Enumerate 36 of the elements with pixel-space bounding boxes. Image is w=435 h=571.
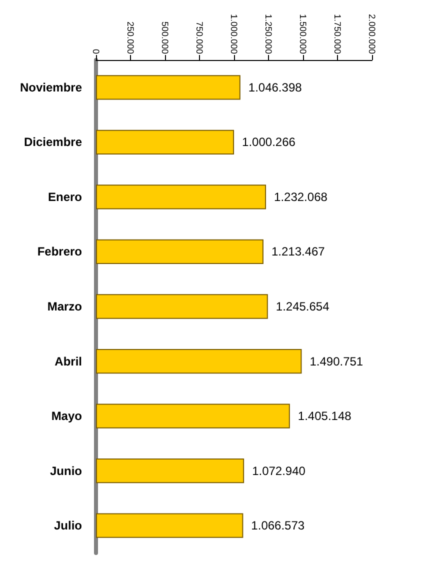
- data-label: 1.490.751: [310, 354, 364, 368]
- bar: [96, 513, 244, 538]
- bar: [96, 75, 240, 100]
- bar: [96, 348, 302, 374]
- bar: [96, 404, 290, 428]
- data-label: 1.000.266: [242, 135, 296, 150]
- data-label: 1.232.068: [274, 190, 328, 204]
- y-tick-label: Abril: [54, 354, 82, 368]
- y-tick-label: Febrero: [37, 244, 82, 259]
- x-tick-label: 0: [91, 48, 101, 54]
- bar: [96, 130, 234, 154]
- x-tick-label: 1.250.000: [264, 14, 274, 54]
- x-tick-label: 250.000: [126, 21, 136, 54]
- x-tick-label: 500.000: [160, 21, 170, 54]
- y-tick-label: Diciembre: [24, 135, 82, 150]
- y-tick-label: Mayo: [51, 409, 82, 424]
- data-label: 1.245.654: [276, 300, 330, 314]
- x-tick-label: 1.500.000: [298, 14, 308, 54]
- y-tick-label: Noviembre: [20, 80, 82, 94]
- data-label: 1.046.398: [248, 80, 302, 94]
- bar: [96, 458, 244, 484]
- y-tick-label: Marzo: [47, 300, 82, 314]
- data-label: 1.213.467: [271, 244, 326, 259]
- x-tick-label: 750.000: [194, 21, 204, 54]
- bar: [96, 294, 268, 319]
- data-label: 1.072.940: [252, 464, 306, 478]
- y-tick-label: Julio: [54, 518, 82, 533]
- y-tick-label: Junio: [50, 464, 82, 478]
- bar: [96, 239, 264, 264]
- data-label: 1.405.148: [298, 409, 352, 424]
- y-tick-label: Enero: [48, 190, 82, 204]
- data-label: 1.066.573: [251, 518, 305, 533]
- bar: [96, 184, 266, 210]
- x-tick-label: 2.000.000: [367, 14, 377, 54]
- x-tick-label: 1.000.000: [229, 14, 239, 54]
- x-tick-label: 1.750.000: [332, 14, 342, 54]
